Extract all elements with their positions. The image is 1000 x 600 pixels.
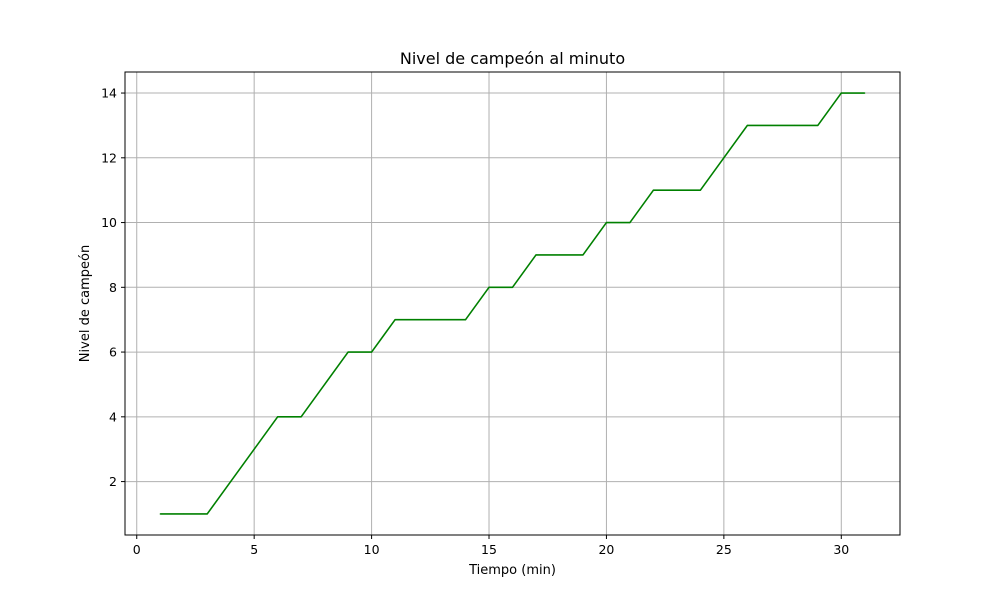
data-point <box>324 383 326 386</box>
data-point <box>723 157 725 159</box>
x-tick-label: 10 <box>364 542 380 557</box>
x-tick-label: 20 <box>598 542 614 557</box>
data-point <box>441 319 443 321</box>
y-axis-label: Nivel de campeón <box>78 245 93 362</box>
data-point <box>300 416 302 418</box>
data-point <box>793 124 795 127</box>
data-point <box>394 319 396 321</box>
x-tick-label: 0 <box>133 542 141 557</box>
series-layer <box>159 92 866 515</box>
x-tick-label: 15 <box>481 542 497 557</box>
data-point <box>253 448 255 450</box>
y-tick-label: 4 <box>109 409 117 424</box>
data-point <box>511 286 514 288</box>
data-point <box>535 254 537 256</box>
data-point <box>746 124 748 127</box>
x-axis-label: Tiempo (min) <box>468 563 556 578</box>
data-point <box>770 124 772 127</box>
x-tick-label: 30 <box>833 542 849 557</box>
data-point <box>417 319 420 321</box>
y-tick-label: 8 <box>109 280 117 295</box>
y-tick-label: 6 <box>109 345 117 360</box>
data-point <box>605 221 608 224</box>
data-point <box>206 513 208 515</box>
data-point <box>629 221 631 224</box>
x-tick-label: 5 <box>250 542 258 557</box>
y-tick-label: 12 <box>101 150 117 165</box>
grid-layer <box>125 72 900 535</box>
x-tick-label: 25 <box>716 542 732 557</box>
data-point <box>464 319 467 321</box>
data-point <box>840 92 842 94</box>
y-tick-label: 2 <box>109 474 117 489</box>
data-point <box>676 189 678 191</box>
data-point <box>864 92 866 94</box>
data-point <box>582 254 584 256</box>
y-tick-label: 10 <box>101 215 117 230</box>
chart-title: Nivel de campeón al minuto <box>400 49 625 68</box>
data-point <box>277 416 279 418</box>
data-point <box>488 286 490 288</box>
data-point <box>347 351 349 353</box>
data-point <box>230 480 232 483</box>
ticks-layer: 0 5 10 15 20 25 30 2 4 6 8 10 12 14 <box>101 86 849 557</box>
data-point <box>817 124 819 127</box>
data-point <box>558 254 561 256</box>
data-point <box>183 513 185 515</box>
y-tick-label: 14 <box>101 86 117 101</box>
data-point <box>159 513 161 515</box>
data-point <box>370 351 373 353</box>
data-point <box>699 189 701 191</box>
data-point <box>652 189 655 191</box>
plot-frame <box>124 71 901 536</box>
